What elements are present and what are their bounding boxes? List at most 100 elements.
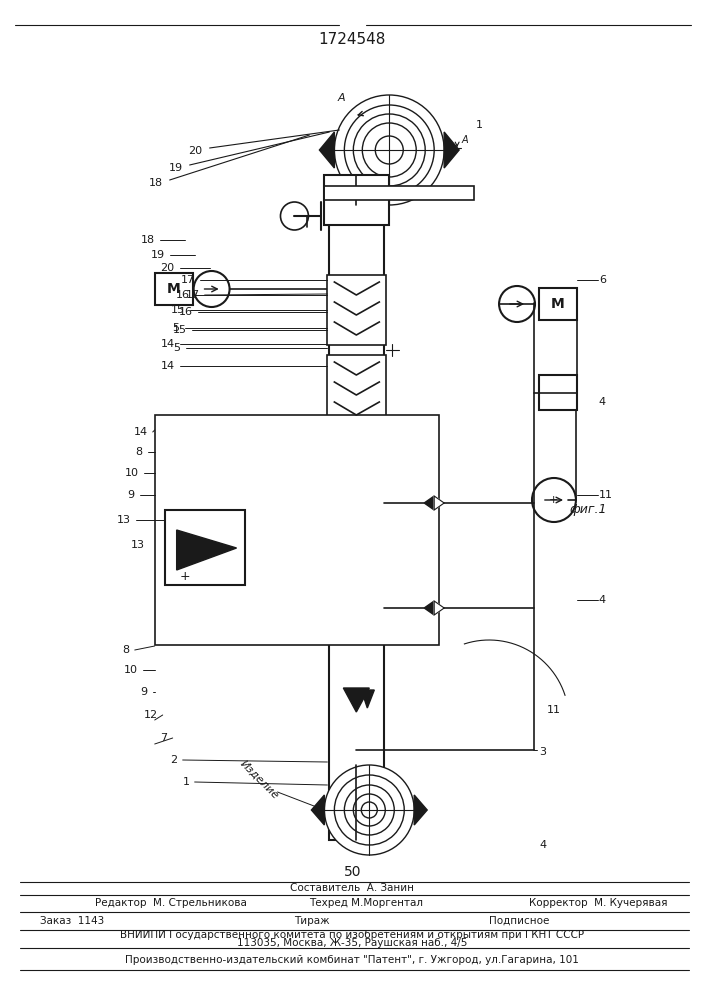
Text: 15: 15	[173, 325, 187, 335]
Text: 14: 14	[160, 339, 175, 349]
Polygon shape	[424, 496, 434, 510]
Text: Редактор  М. Стрельникова: Редактор М. Стрельникова	[95, 898, 247, 908]
Circle shape	[361, 802, 378, 818]
Text: 113035, Москва, Ж-35, Раушская наб., 4/5: 113035, Москва, Ж-35, Раушская наб., 4/5	[237, 938, 467, 948]
Text: 17: 17	[185, 290, 199, 300]
Circle shape	[334, 775, 404, 845]
Text: 15: 15	[170, 305, 185, 315]
Bar	[325, 175, 390, 225]
Text: Заказ  1143: Заказ 1143	[40, 916, 104, 926]
Bar	[327, 455, 386, 530]
Circle shape	[532, 478, 576, 522]
Polygon shape	[320, 132, 334, 168]
Text: 5: 5	[173, 323, 180, 333]
Bar	[337, 565, 376, 630]
Text: 19: 19	[151, 250, 165, 260]
Text: +: +	[549, 495, 559, 505]
Text: Производственно-издательский комбинат "Патент", г. Ужгород, ул.Гагарина, 101: Производственно-издательский комбинат "П…	[125, 955, 579, 965]
Text: 7: 7	[160, 733, 168, 743]
Text: 20: 20	[160, 263, 175, 273]
Polygon shape	[177, 530, 237, 570]
Text: ВНИИПИ Государственного комитета по изобретениям и открытиям при ГКНТ СССР: ВНИИПИ Государственного комитета по изоб…	[120, 930, 585, 940]
Text: 5: 5	[174, 343, 181, 353]
Text: 2: 2	[170, 755, 177, 765]
Text: М: М	[551, 297, 565, 311]
Text: 4: 4	[539, 840, 546, 850]
Bar	[539, 288, 577, 320]
Polygon shape	[311, 795, 325, 825]
Circle shape	[281, 202, 308, 230]
Text: 4: 4	[599, 397, 606, 407]
Circle shape	[354, 794, 385, 826]
Bar	[329, 220, 385, 840]
Polygon shape	[344, 688, 369, 712]
Circle shape	[354, 114, 425, 186]
Text: 14: 14	[134, 427, 148, 437]
Text: 14: 14	[160, 361, 175, 371]
Text: 9: 9	[141, 687, 148, 697]
Text: фиг.1: фиг.1	[569, 504, 607, 516]
Polygon shape	[414, 795, 427, 825]
Bar	[325, 186, 474, 200]
Text: 50: 50	[344, 865, 361, 879]
Text: 10: 10	[124, 468, 139, 478]
Text: 1724548: 1724548	[319, 32, 386, 47]
Text: 11: 11	[599, 490, 613, 500]
Polygon shape	[434, 601, 444, 615]
Text: 8: 8	[122, 645, 130, 655]
Text: 13: 13	[131, 540, 145, 550]
Text: 16: 16	[175, 290, 189, 300]
Bar	[327, 275, 386, 345]
Bar	[327, 355, 386, 425]
Text: 11: 11	[547, 705, 561, 715]
Polygon shape	[361, 690, 374, 708]
Bar	[327, 560, 386, 635]
Polygon shape	[424, 601, 434, 615]
Text: Составитель  А. Занин: Составитель А. Занин	[291, 883, 414, 893]
Bar	[155, 415, 439, 645]
Bar	[340, 463, 373, 522]
Text: 1: 1	[182, 777, 189, 787]
Text: 20: 20	[189, 146, 203, 156]
Text: М: М	[167, 282, 180, 296]
Text: 18: 18	[148, 178, 163, 188]
Circle shape	[334, 95, 444, 205]
Text: 4: 4	[599, 595, 606, 605]
Circle shape	[194, 271, 230, 307]
Text: 3: 3	[539, 747, 546, 757]
Text: A: A	[337, 93, 345, 103]
Circle shape	[344, 785, 395, 835]
Bar	[165, 510, 245, 585]
Polygon shape	[444, 132, 459, 168]
Circle shape	[325, 765, 414, 855]
Text: 19: 19	[168, 163, 182, 173]
Text: Подписное: Подписное	[489, 916, 549, 926]
Text: 17: 17	[180, 275, 194, 285]
Bar	[337, 460, 376, 525]
Bar	[337, 460, 376, 525]
Circle shape	[362, 123, 416, 177]
Text: Корректор  М. Кучерявая: Корректор М. Кучерявая	[529, 898, 667, 908]
Text: 12: 12	[144, 710, 158, 720]
Text: Тираж: Тираж	[294, 916, 330, 926]
Text: +: +	[180, 570, 190, 584]
Text: 10: 10	[124, 665, 138, 675]
Text: Техред М.Моргентал: Техред М.Моргентал	[310, 898, 423, 908]
Circle shape	[499, 286, 535, 322]
Circle shape	[344, 105, 434, 195]
Text: 13: 13	[117, 515, 131, 525]
Bar	[539, 375, 577, 410]
Bar	[340, 568, 373, 627]
Bar	[155, 273, 192, 305]
Text: 16: 16	[179, 307, 192, 317]
Bar	[337, 565, 376, 630]
Text: 6: 6	[599, 275, 606, 285]
Text: 9: 9	[128, 490, 135, 500]
Circle shape	[375, 136, 403, 164]
Text: A: A	[461, 135, 468, 145]
Text: 1: 1	[476, 120, 483, 130]
Text: Изделие: Изделие	[238, 759, 281, 801]
Text: 18: 18	[141, 235, 155, 245]
Text: 8: 8	[136, 447, 143, 457]
Polygon shape	[434, 496, 444, 510]
